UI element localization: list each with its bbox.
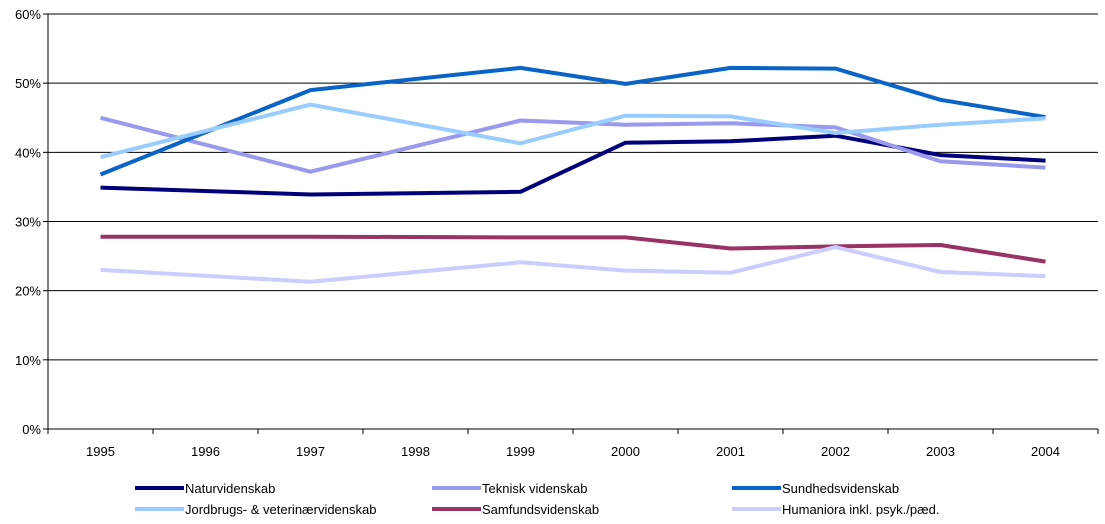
legend-label: Teknisk videnskab — [482, 481, 588, 496]
x-tick-label: 2001 — [716, 444, 745, 459]
y-tick-label: 50% — [15, 76, 41, 91]
x-tick-label: 2000 — [611, 444, 640, 459]
x-tick-label: 1996 — [191, 444, 220, 459]
series-line — [100, 133, 1046, 197]
legend-item: Sundhedsvidenskab — [732, 481, 899, 496]
legend-label: Humaniora inkl. psyk./pæd. — [782, 502, 940, 517]
legend-item: Samfundsvidenskab — [432, 502, 599, 517]
y-tick-labels: 0% 10% 20% 30% 40% 50% 60% — [15, 7, 41, 437]
series-line — [99, 65, 1046, 177]
y-tick-label: 30% — [15, 215, 41, 230]
legend-item: Humaniora inkl. psyk./pæd. — [732, 502, 940, 517]
legend-item: Naturvidenskab — [135, 481, 275, 496]
x-tick-labels: 1995 1996 1997 1998 1999 2000 2001 2002 2003 2004 — [86, 444, 1060, 459]
y-tick-label: 20% — [15, 284, 41, 299]
x-tick-label: 1999 — [506, 444, 535, 459]
x-tick-label: 1998 — [401, 444, 430, 459]
y-tick-label: 40% — [15, 145, 41, 160]
series-line — [100, 245, 1046, 284]
x-tick-label: 2003 — [926, 444, 955, 459]
y-tick-label: 60% — [15, 7, 41, 22]
legend-item: Teknisk videnskab — [432, 481, 588, 496]
x-tick-label: 2002 — [821, 444, 850, 459]
series-lines — [99, 65, 1046, 284]
axes — [43, 13, 1099, 434]
series-line — [100, 115, 1046, 174]
x-tick-label: 1995 — [86, 444, 115, 459]
x-tick-label: 1997 — [296, 444, 325, 459]
legend-label: Sundhedsvidenskab — [782, 481, 899, 496]
legend-label: Samfundsvidenskab — [482, 502, 599, 517]
legend: Naturvidenskab Teknisk videnskab Sundhedsv… — [135, 481, 940, 517]
legend-label: Jordbrugs- & veterinærvidenskab — [185, 502, 376, 517]
gridlines — [48, 13, 1098, 361]
x-tick-label: 2004 — [1031, 444, 1060, 459]
series-line — [100, 102, 1046, 160]
series-line — [100, 234, 1046, 264]
legend-item: Jordbrugs- & veterinærvidenskab — [135, 502, 376, 517]
y-tick-label: 10% — [15, 353, 41, 368]
y-tick-label: 0% — [22, 422, 41, 437]
legend-label: Naturvidenskab — [185, 481, 275, 496]
